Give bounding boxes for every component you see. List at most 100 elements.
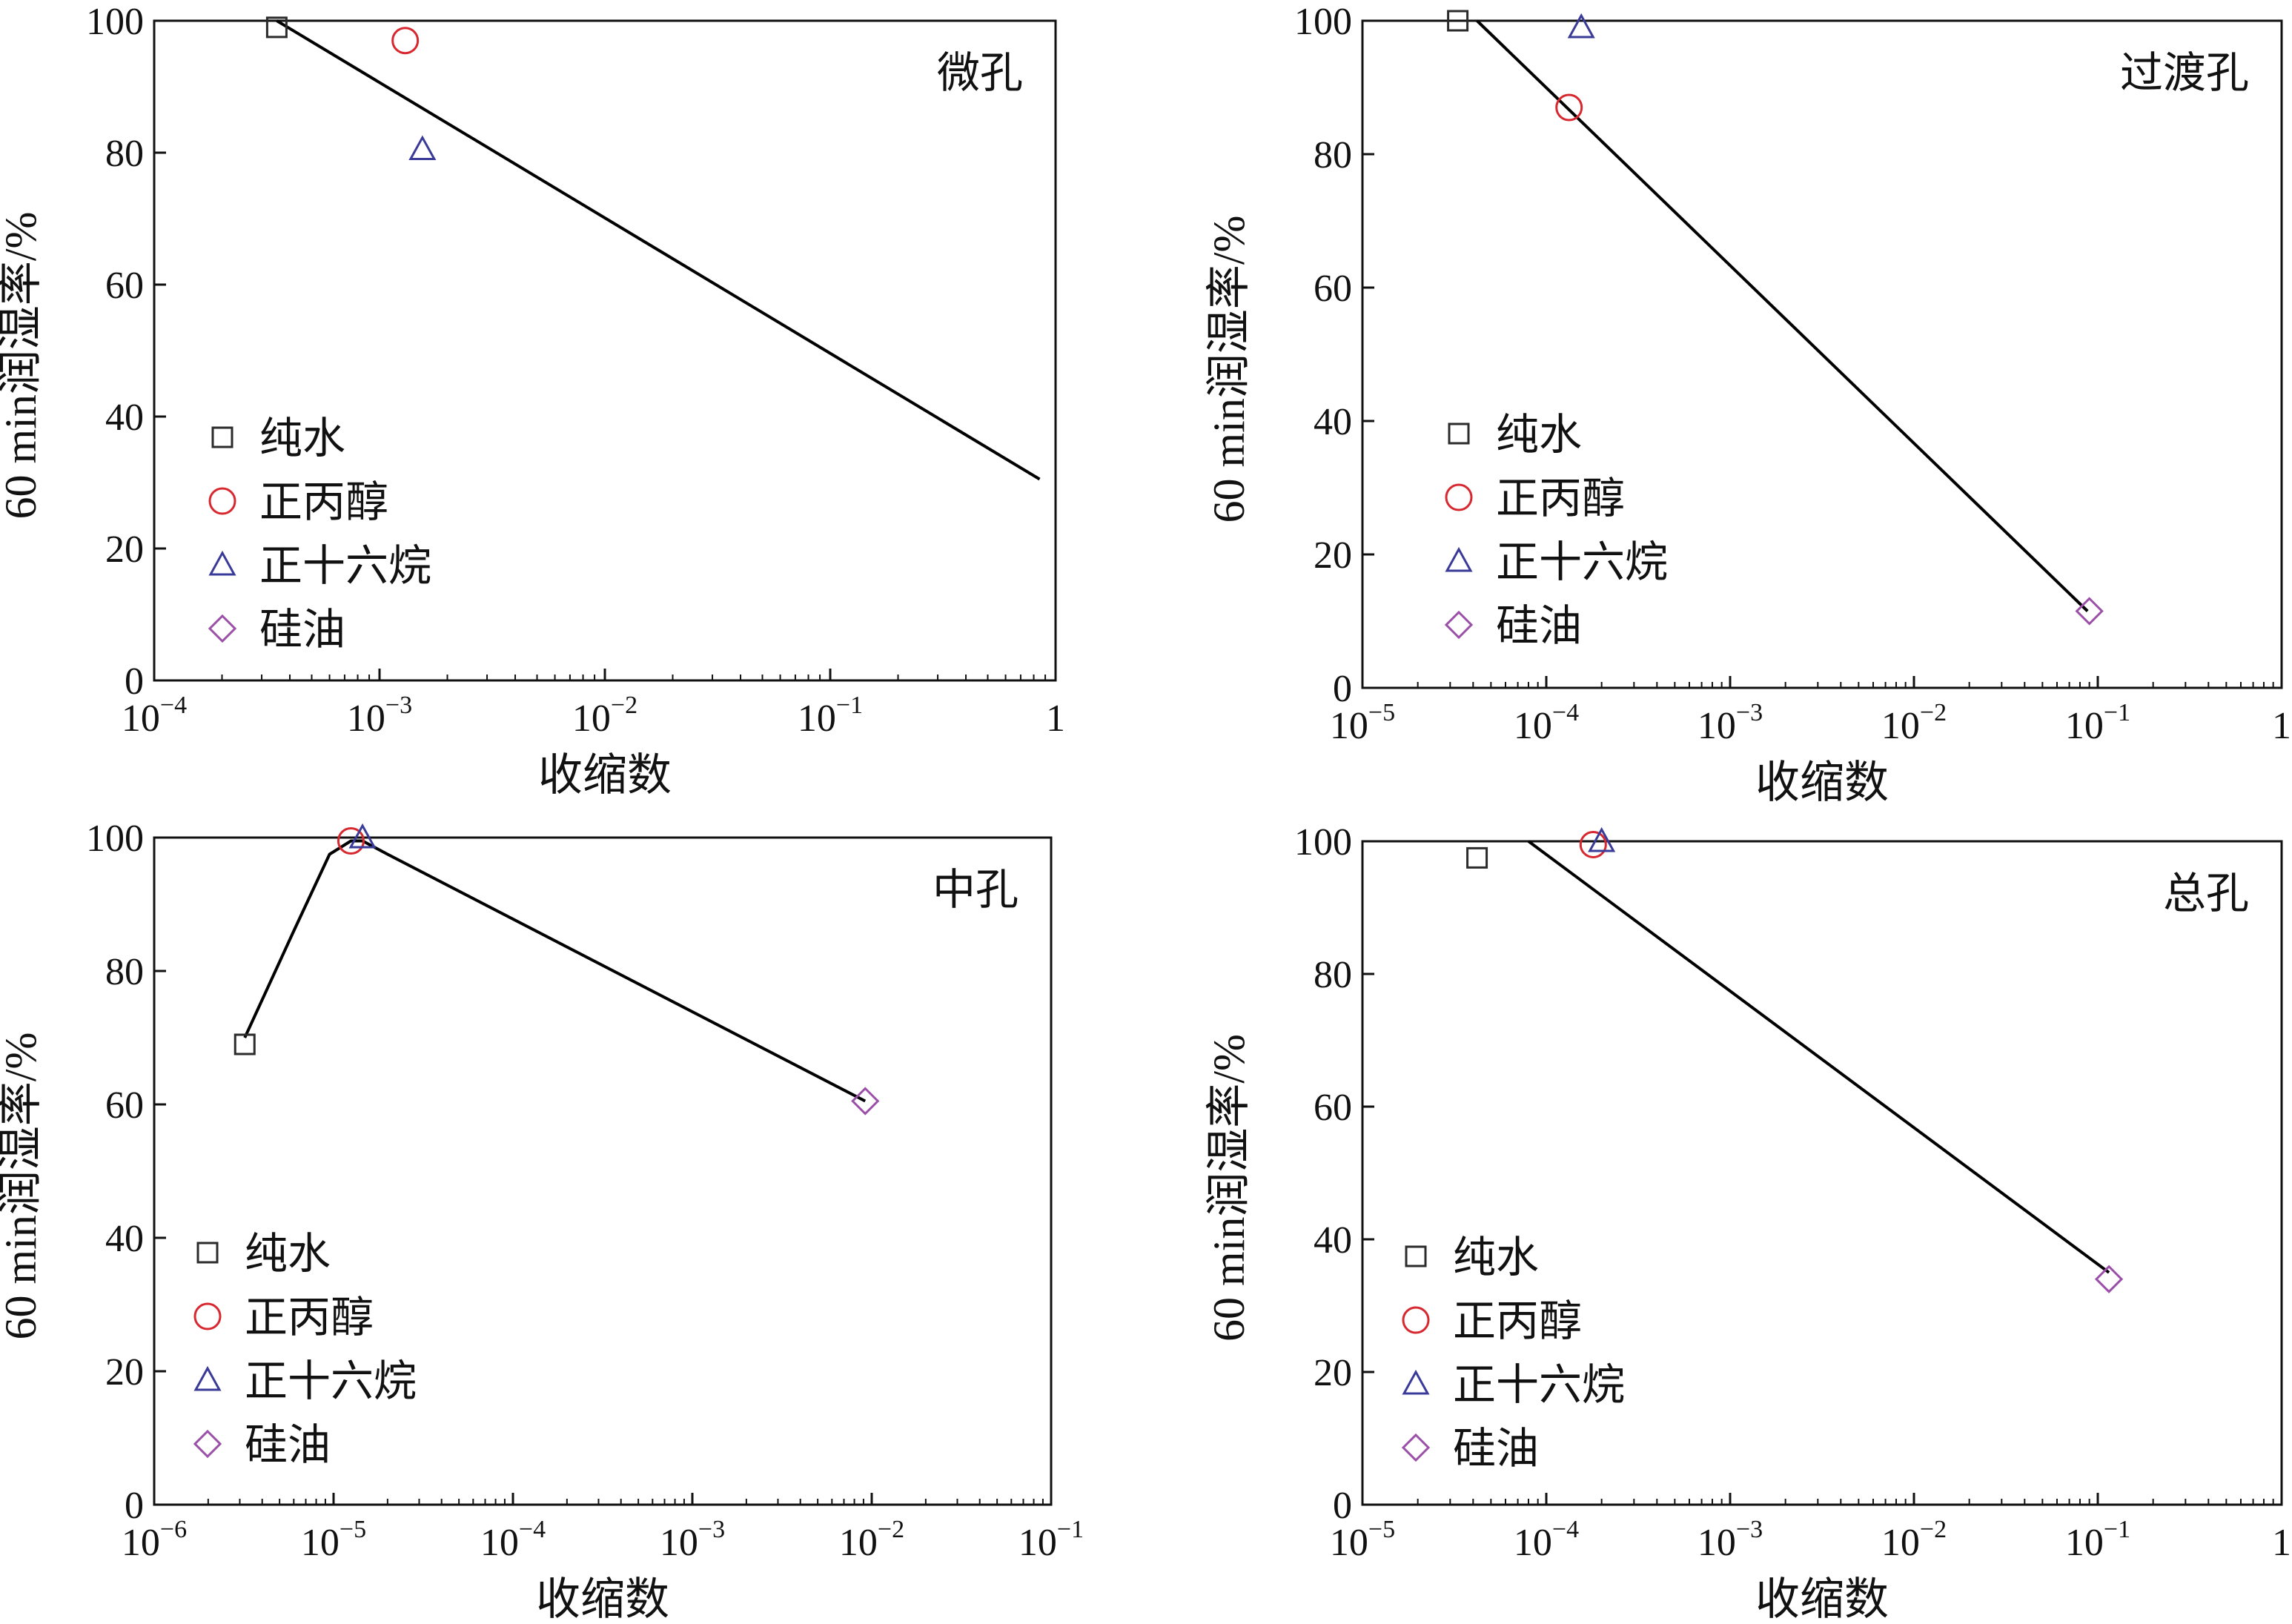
x-tick-exponent: −5 (1368, 1516, 1395, 1543)
y-tick-label: 40 (1314, 401, 1352, 443)
panel-label: 过渡孔 (2120, 49, 2249, 97)
fit-line (1527, 840, 2110, 1274)
x-tick-base: 10 (1330, 705, 1368, 747)
x-tick-exponent: −2 (611, 692, 637, 719)
x-tick-base: 10 (660, 1522, 698, 1564)
x-tick-label: 10−2 (1881, 699, 1947, 747)
x-tick-exponent: −5 (1368, 699, 1395, 726)
y-tick-label: 40 (105, 397, 144, 439)
x-tick-label: 10−5 (301, 1516, 366, 1564)
x-tick-label: 1 (2272, 705, 2291, 747)
y-tick-label: 80 (105, 133, 144, 175)
legend-label: 正十六烷 (259, 542, 431, 590)
x-tick-exponent: −4 (1552, 699, 1579, 726)
data-point-triangle (1588, 826, 1616, 852)
legend-circle-icon (208, 487, 236, 515)
x-tick-label: 10−4 (1514, 1516, 1579, 1564)
y-tick-label: 60 (1314, 268, 1352, 310)
y-tick-label: 60 (105, 1084, 144, 1127)
y-tick-label: 0 (1333, 668, 1352, 710)
x-tick-label: 10−3 (1698, 699, 1763, 747)
legend-triangle-icon (193, 1365, 222, 1391)
legend-label: 正十六烷 (1453, 1361, 1625, 1409)
x-tick-base: 10 (572, 697, 611, 740)
legend-triangle-icon (1402, 1369, 1430, 1395)
y-tick-label: 40 (1314, 1219, 1352, 1262)
fit-line (276, 19, 1041, 481)
x-tick-exponent: −1 (2104, 1516, 2130, 1543)
x-tick-base: 10 (301, 1522, 340, 1564)
x-axis-title: 收缩数 (1755, 758, 1889, 807)
y-tick-label: 100 (1294, 1, 1352, 43)
x-tick-base: 10 (480, 1522, 519, 1564)
x-tick-label: 1 (1046, 697, 1065, 740)
y-tick-label: 20 (1314, 1352, 1352, 1394)
data-point-diamond (851, 1087, 880, 1116)
x-tick-label: 10−5 (1330, 1516, 1395, 1564)
x-tick-base: 10 (839, 1522, 878, 1564)
x-tick-base: 10 (1698, 705, 1736, 747)
legend-square-icon (211, 426, 233, 448)
data-point-circle (1579, 830, 1607, 858)
y-axis-title: 60 min润湿率/% (0, 212, 45, 520)
y-axis-title: 60 min润湿率/% (1205, 216, 1253, 523)
legend-circle-icon (193, 1302, 222, 1330)
x-tick-label: 10−2 (839, 1516, 904, 1564)
legend-triangle-icon (208, 550, 236, 576)
legend-triangle-icon (1445, 546, 1473, 572)
legend-label: 正丙醇 (245, 1293, 374, 1342)
plot-frame (153, 836, 1053, 1506)
legend-circle-icon (1445, 483, 1473, 511)
panel-label: 总孔 (2163, 869, 2249, 918)
x-tick-base: 10 (1514, 705, 1552, 747)
y-tick-label: 60 (105, 265, 144, 307)
y-axis-title: 60 min润湿率/% (0, 1033, 45, 1340)
plot-frame (1361, 840, 2283, 1506)
x-tick-base: 10 (798, 697, 836, 740)
y-tick-label: 100 (1294, 821, 1352, 864)
data-point-square (1466, 846, 1488, 869)
data-point-triangle (348, 823, 377, 849)
legend-label: 纯水 (245, 1230, 331, 1278)
y-tick-label: 40 (105, 1218, 144, 1260)
x-tick-exponent: −3 (698, 1516, 725, 1543)
x-tick-label: 10−3 (347, 692, 412, 740)
y-tick-label: 80 (105, 951, 144, 993)
legend-circle-icon (1402, 1306, 1430, 1334)
x-tick-base: 10 (2065, 1522, 2104, 1564)
x-tick-label: 10−5 (1330, 699, 1395, 747)
legend-label: 硅油 (259, 606, 345, 654)
x-tick-exponent: −3 (1736, 1516, 1763, 1543)
x-tick-label: 10−2 (1881, 1516, 1947, 1564)
x-tick-exponent: −1 (1057, 1516, 1084, 1543)
legend-square-icon (1405, 1245, 1427, 1267)
x-tick-exponent: −6 (160, 1516, 187, 1543)
y-tick-label: 80 (1314, 134, 1352, 176)
x-tick-label: 10−1 (2065, 699, 2130, 747)
data-point-square (233, 1033, 256, 1055)
legend-square-icon (196, 1242, 219, 1264)
legend-diamond-icon (208, 614, 237, 643)
x-tick-label: 10−4 (122, 692, 187, 740)
data-point-diamond (2075, 597, 2104, 626)
x-tick-label: 10−1 (1019, 1516, 1084, 1564)
y-tick-label: 60 (1314, 1087, 1352, 1129)
x-tick-base: 10 (1514, 1522, 1552, 1564)
data-point-square (1447, 10, 1469, 32)
x-tick-base: 10 (122, 1522, 160, 1564)
x-tick-base: 1 (2272, 705, 2291, 747)
legend-label: 硅油 (245, 1421, 331, 1469)
y-tick-label: 80 (1314, 954, 1352, 996)
x-tick-base: 10 (1881, 705, 1920, 747)
y-tick-label: 20 (105, 528, 144, 571)
data-point-circle (1555, 93, 1583, 122)
legend-label: 正十六烷 (1496, 538, 1668, 586)
legend-diamond-icon (193, 1429, 222, 1459)
legend-label: 正丙醇 (1496, 474, 1625, 523)
x-tick-exponent: −2 (1920, 1516, 1947, 1543)
legend-square-icon (1448, 422, 1470, 445)
x-tick-exponent: −1 (836, 692, 863, 719)
